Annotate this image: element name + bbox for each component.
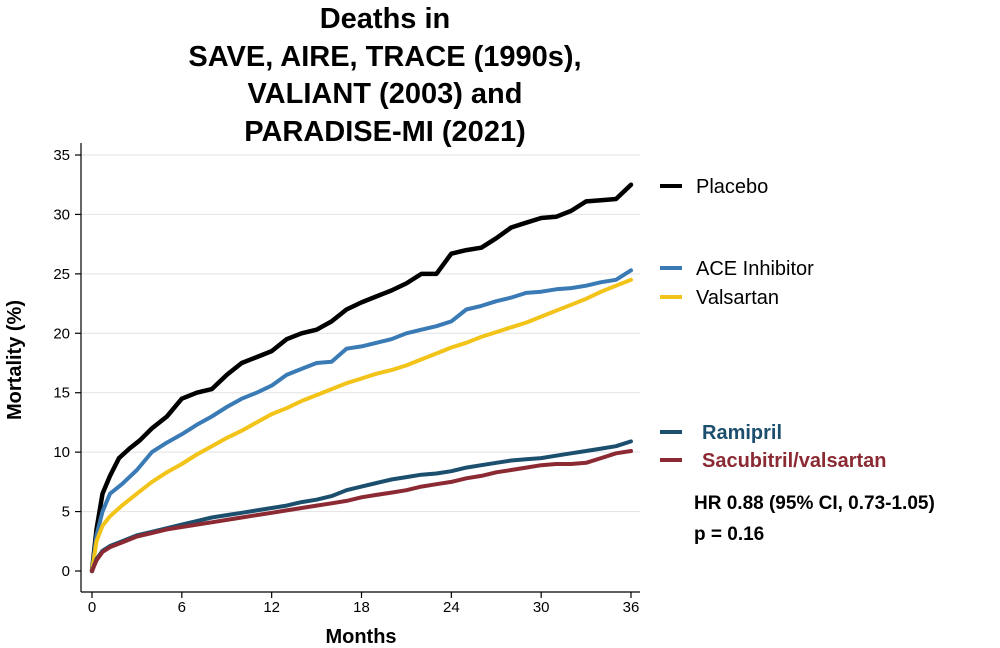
legend-label: Ramipril bbox=[702, 422, 782, 444]
series-line-valsartan bbox=[90, 277, 633, 573]
series-line-sacubitril-valsartan bbox=[90, 449, 633, 573]
x-tick-label: 6 bbox=[178, 599, 186, 616]
y-tick-label: 10 bbox=[53, 444, 70, 461]
legend-label: Valsartan bbox=[696, 287, 779, 309]
legend-label: ACE Inhibitor bbox=[696, 258, 814, 280]
y-tick-label: 20 bbox=[53, 325, 70, 342]
hr-annotation-line: HR 0.88 (95% CI, 0.73-1.05) bbox=[694, 493, 935, 514]
series-line-ramipril bbox=[90, 439, 633, 573]
x-tick-label: 0 bbox=[88, 599, 96, 616]
y-tick-label: 30 bbox=[53, 206, 70, 223]
x-tick-label: 18 bbox=[353, 599, 370, 616]
series-line-placebo bbox=[89, 182, 634, 574]
legend-label: Placebo bbox=[696, 176, 768, 198]
hr-annotation-line: p = 0.16 bbox=[694, 524, 764, 545]
chart-title-line: Deaths in bbox=[320, 3, 451, 35]
y-axis-title: Mortality (%) bbox=[4, 300, 26, 420]
x-tick-label: 36 bbox=[623, 599, 640, 616]
x-tick-label: 30 bbox=[533, 599, 550, 616]
legend-label: Sacubitril/valsartan bbox=[702, 450, 887, 472]
x-tick-label: 24 bbox=[443, 599, 460, 616]
x-axis-title: Months bbox=[325, 626, 396, 648]
series-line-ace-inhibitor bbox=[90, 268, 633, 573]
y-tick-label: 5 bbox=[62, 504, 70, 521]
y-tick-label: 25 bbox=[53, 266, 70, 283]
chart-title-line: PARADISE-MI (2021) bbox=[244, 116, 525, 148]
chart-title-line: VALIANT (2003) and bbox=[247, 78, 522, 110]
chart-title-line: SAVE, AIRE, TRACE (1990s), bbox=[188, 41, 581, 73]
x-tick-label: 12 bbox=[263, 599, 280, 616]
y-tick-label: 0 bbox=[62, 563, 70, 580]
y-tick-label: 35 bbox=[53, 147, 70, 164]
y-tick-label: 15 bbox=[53, 385, 70, 402]
